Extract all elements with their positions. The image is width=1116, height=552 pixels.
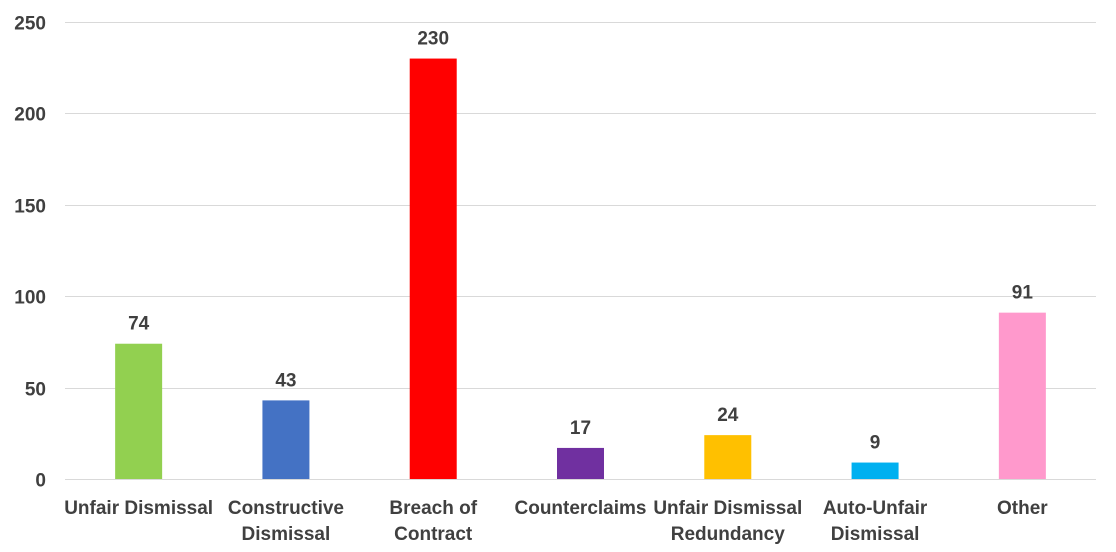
data-label: 91	[1012, 283, 1034, 304]
y-tick-label: 150	[14, 197, 46, 218]
x-category-label: Counterclaims	[515, 498, 647, 519]
y-tick-label: 0	[35, 471, 46, 492]
y-axis-tick-labels: 0 50 100 150 200 250	[14, 14, 46, 492]
bar	[409, 58, 457, 480]
y-tick-label: 200	[14, 105, 46, 126]
bar	[998, 312, 1046, 479]
bars	[115, 58, 1046, 480]
x-axis-category-labels: Unfair Dismissal Constructive Dismissal Bre…	[64, 498, 1048, 545]
y-tick-label: 250	[14, 14, 46, 35]
bar	[557, 447, 604, 479]
bar	[851, 462, 899, 479]
y-tick-label: 50	[25, 380, 46, 401]
bar	[115, 343, 163, 479]
gridlines	[65, 22, 1096, 480]
x-category-label: Constructive Dismissal	[228, 498, 344, 545]
data-label: 9	[870, 433, 881, 454]
x-category-label: Unfair Dismissal Redundancy	[653, 498, 802, 545]
data-label: 43	[275, 370, 296, 391]
data-label: 230	[417, 29, 449, 50]
data-label: 74	[128, 314, 150, 335]
bar	[704, 435, 752, 479]
y-tick-label: 100	[14, 288, 46, 309]
x-category-label: Unfair Dismissal	[64, 498, 213, 519]
data-labels: 74 43 230 17 24 9 91	[128, 29, 1033, 454]
bar	[262, 400, 310, 479]
x-category-label: Breach of Contract	[389, 498, 477, 545]
x-category-label: Other	[997, 498, 1048, 519]
x-category-label: Auto-Unfair Dismissal	[823, 498, 928, 545]
data-label: 17	[570, 418, 591, 439]
data-label: 24	[717, 405, 739, 426]
